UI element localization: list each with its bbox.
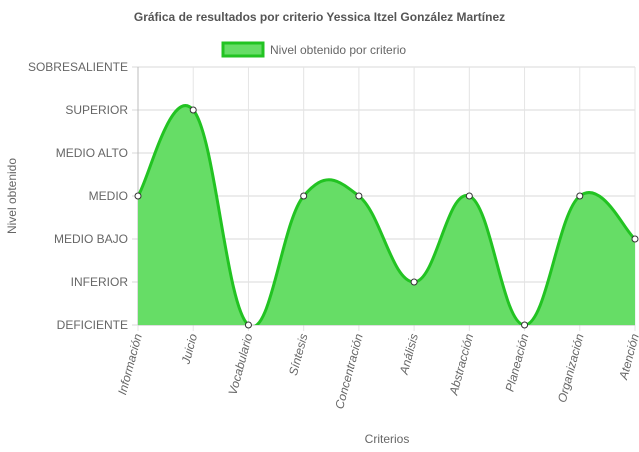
y-axis-ticks: DEFICIENTE INFERIOR MEDIO BAJO MEDIO MEDIO A… <box>28 60 128 332</box>
data-point[interactable] <box>631 235 639 243</box>
chart-title: Gráfica de resultados por criterio Yessi… <box>134 10 505 24</box>
series-line <box>138 104 635 325</box>
x-tick-label: Juicio <box>178 332 200 367</box>
data-point[interactable] <box>300 192 308 200</box>
data-point[interactable] <box>521 321 529 329</box>
y-tick-label: INFERIOR <box>71 275 129 289</box>
y-axis-title: Nivel obtenido <box>5 158 19 234</box>
x-tick-label: Análisis <box>397 332 421 377</box>
y-tick-label: MEDIO <box>89 189 128 203</box>
x-tick-label: Concentración <box>332 332 366 411</box>
data-point[interactable] <box>244 321 252 329</box>
x-tick-label: Planeación <box>503 332 532 393</box>
data-point[interactable] <box>189 106 197 114</box>
x-tick-label: Abstracción <box>446 332 476 397</box>
x-tick-label: Información <box>115 332 145 396</box>
y-tick-label: SUPERIOR <box>65 103 128 117</box>
x-axis-title: Criterios <box>365 432 410 446</box>
y-tick-label: SOBRESALIENTE <box>28 60 128 74</box>
legend-swatch[interactable] <box>221 41 265 58</box>
series <box>134 104 639 329</box>
y-tick-label: MEDIO ALTO <box>56 146 128 160</box>
x-tick-label: Organización <box>555 332 587 404</box>
data-point[interactable] <box>465 192 473 200</box>
data-point[interactable] <box>410 278 418 286</box>
x-tick-label: Atención <box>616 332 639 382</box>
data-point[interactable] <box>355 192 363 200</box>
data-point[interactable] <box>576 192 584 200</box>
y-tick-label: MEDIO BAJO <box>54 232 128 246</box>
legend-label[interactable]: Nivel obtenido por criterio <box>270 43 406 57</box>
data-point[interactable] <box>134 192 142 200</box>
x-tick-label: Síntesis <box>286 332 311 377</box>
series-area <box>138 105 635 325</box>
x-axis-ticks: Información Juicio Vocabulario Síntesis Conc… <box>115 332 639 411</box>
y-tick-label: DEFICIENTE <box>57 318 128 332</box>
x-tick-label: Vocabulario <box>226 332 256 397</box>
legend[interactable]: Nivel obtenido por criterio <box>221 41 406 58</box>
